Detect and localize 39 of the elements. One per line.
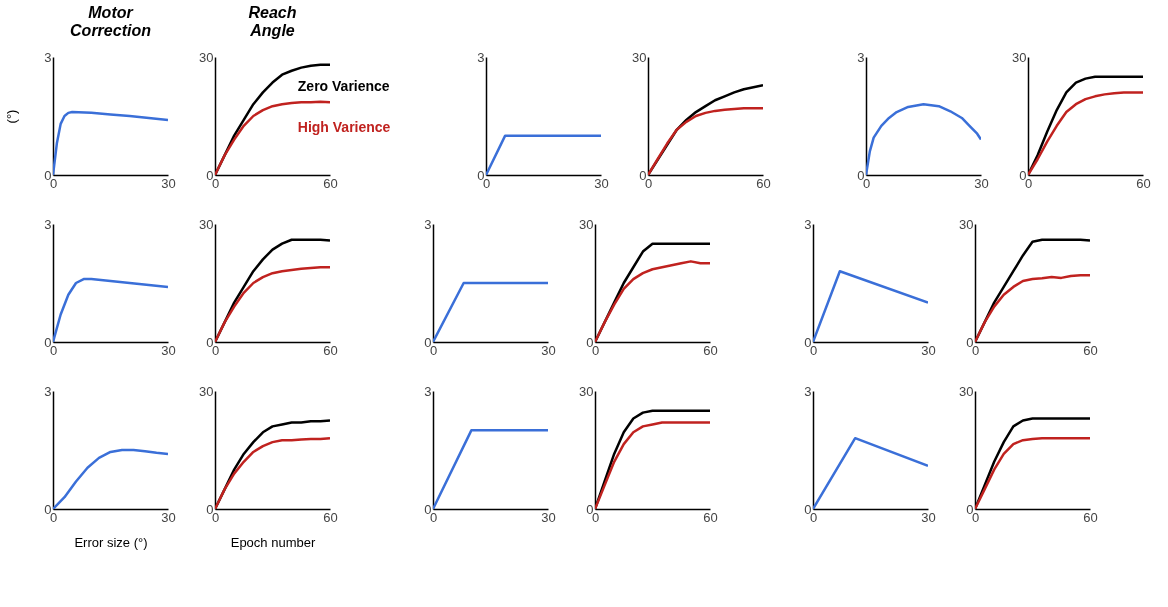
y-tick-label: 3 [477,49,485,65]
y-tick-label: 30 [199,216,214,232]
x-tick-label: 60 [1083,342,1098,358]
y-tick-label: 30 [579,216,594,232]
x-tick-label: 60 [703,509,718,525]
chart-title: Reach Angle [248,4,297,39]
y-tick-label: 30 [959,383,974,399]
x-tick-label: 60 [1136,175,1151,191]
chart-title: Motor Correction [70,4,152,39]
x-tick-label: 30 [541,509,556,525]
y-tick-label: 3 [44,216,52,232]
y-tick-label: 30 [199,383,214,399]
x-tick-label: 30 [161,342,176,358]
y-tick-label: 3 [424,216,432,232]
y-tick-label: 3 [424,383,432,399]
x-tick-label: 30 [921,509,936,525]
x-tick-label: 30 [541,342,556,358]
y-tick-label: 3 [804,216,812,232]
x-tick-label: 60 [323,175,338,191]
y-tick-label: 30 [579,383,594,399]
x-axis-title: Epoch number [230,534,316,550]
y-tick-label: 30 [959,216,974,232]
y-axis-title: (°) [4,109,20,124]
x-tick-label: 30 [161,175,176,191]
x-tick-label: 30 [161,509,176,525]
y-tick-label: 3 [44,49,52,65]
y-tick-label: 3 [857,49,865,65]
y-tick-label: 3 [804,383,812,399]
series-label: High Varience [297,118,391,135]
x-axis-title: Error size (°) [74,534,148,550]
x-tick-label: 60 [756,175,771,191]
x-tick-label: 60 [703,342,718,358]
y-tick-label: 3 [44,383,52,399]
x-tick-label: 30 [921,342,936,358]
x-tick-label: 60 [1083,509,1098,525]
series-label: Zero Varience [297,77,390,94]
x-tick-label: 60 [323,509,338,525]
x-tick-label: 60 [323,342,338,358]
y-tick-label: 30 [199,49,214,65]
